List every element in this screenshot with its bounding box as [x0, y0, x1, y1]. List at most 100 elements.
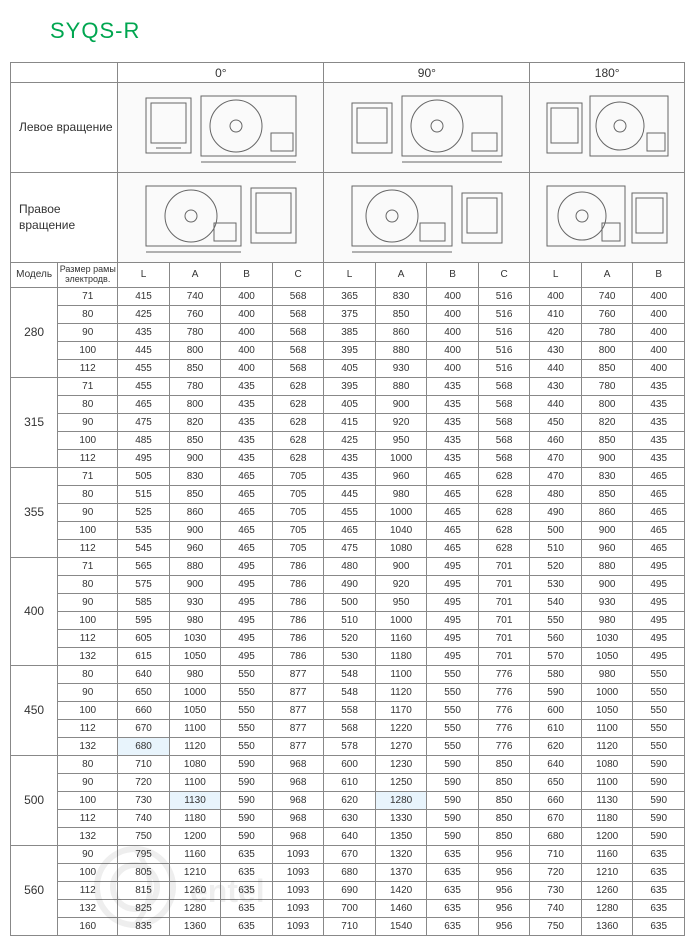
table-row: 1608351360635109371015406359567501360635 — [11, 917, 685, 935]
value-cell: 635 — [427, 917, 479, 935]
value-cell: 786 — [272, 611, 324, 629]
value-cell: 630 — [324, 809, 376, 827]
value-cell: 460 — [530, 431, 582, 449]
value-cell: 560 — [530, 629, 582, 647]
table-row: 1124959004356284351000435568470900435 — [11, 449, 685, 467]
value-cell: 445 — [324, 485, 376, 503]
dimensions-table: 0° 90° 180° Левое вращение — [10, 62, 685, 936]
value-cell: 400 — [633, 341, 685, 359]
frame-cell: 80 — [58, 575, 118, 593]
table-row: 100730113059096862012805908506601130590 — [11, 791, 685, 809]
value-cell: 650 — [530, 773, 582, 791]
value-cell: 550 — [530, 611, 582, 629]
col-B: B — [633, 263, 685, 288]
value-cell: 710 — [530, 845, 582, 863]
value-cell: 610 — [530, 719, 582, 737]
table-row: 100445800400568395880400516430800400 — [11, 341, 685, 359]
value-cell: 980 — [375, 485, 427, 503]
value-cell: 435 — [427, 413, 479, 431]
value-cell: 1000 — [375, 611, 427, 629]
value-cell: 495 — [427, 629, 479, 647]
value-cell: 490 — [530, 503, 582, 521]
value-cell: 830 — [169, 467, 221, 485]
value-cell: 590 — [633, 791, 685, 809]
value-cell: 740 — [169, 287, 221, 305]
value-cell: 1170 — [375, 701, 427, 719]
value-cell: 776 — [478, 665, 530, 683]
value-cell: 860 — [375, 323, 427, 341]
value-cell: 820 — [581, 413, 633, 431]
value-cell: 620 — [530, 737, 582, 755]
table-row: 80575900495786490920495701530900495 — [11, 575, 685, 593]
value-cell: 516 — [478, 305, 530, 323]
frame-cell: 71 — [58, 557, 118, 575]
value-cell: 475 — [118, 413, 170, 431]
value-cell: 495 — [633, 575, 685, 593]
value-cell: 495 — [221, 647, 273, 665]
value-cell: 600 — [324, 755, 376, 773]
value-cell: 760 — [169, 305, 221, 323]
value-cell: 628 — [478, 467, 530, 485]
value-cell: 605 — [118, 629, 170, 647]
frame-cell: 100 — [58, 701, 118, 719]
frame-cell: 90 — [58, 683, 118, 701]
value-cell: 500 — [530, 521, 582, 539]
value-cell: 415 — [324, 413, 376, 431]
table-row: 90650100055087754811205507765901000550 — [11, 683, 685, 701]
frame-cell: 71 — [58, 287, 118, 305]
value-cell: 1160 — [169, 845, 221, 863]
value-cell: 400 — [221, 359, 273, 377]
value-cell: 590 — [427, 773, 479, 791]
value-cell: 1250 — [375, 773, 427, 791]
value-cell: 750 — [118, 827, 170, 845]
value-cell: 1120 — [581, 737, 633, 755]
value-cell: 776 — [478, 683, 530, 701]
value-cell: 920 — [375, 575, 427, 593]
value-cell: 660 — [530, 791, 582, 809]
diagram-left-0 — [118, 83, 324, 173]
value-cell: 465 — [427, 485, 479, 503]
value-cell: 1180 — [169, 809, 221, 827]
value-cell: 900 — [375, 557, 427, 575]
value-cell: 830 — [581, 467, 633, 485]
table-row: 1125459604657054751080465628510960465 — [11, 539, 685, 557]
table-row: 112455850400568405930400516440850400 — [11, 359, 685, 377]
value-cell: 400 — [633, 323, 685, 341]
value-cell: 550 — [633, 719, 685, 737]
frame-cell: 112 — [58, 359, 118, 377]
value-cell: 1080 — [581, 755, 633, 773]
value-cell: 400 — [427, 287, 479, 305]
value-cell: 395 — [324, 377, 376, 395]
value-cell: 550 — [221, 719, 273, 737]
frame-cell: 100 — [58, 863, 118, 881]
value-cell: 620 — [324, 791, 376, 809]
value-cell: 1040 — [375, 521, 427, 539]
value-cell: 740 — [530, 899, 582, 917]
value-cell: 720 — [530, 863, 582, 881]
value-cell: 1050 — [169, 647, 221, 665]
value-cell: 705 — [272, 521, 324, 539]
frame-cell: 90 — [58, 323, 118, 341]
value-cell: 786 — [272, 629, 324, 647]
frame-cell: 100 — [58, 341, 118, 359]
value-cell: 960 — [169, 539, 221, 557]
value-cell: 540 — [530, 593, 582, 611]
value-cell: 628 — [272, 377, 324, 395]
value-cell: 495 — [633, 557, 685, 575]
value-cell: 365 — [324, 287, 376, 305]
value-cell: 395 — [324, 341, 376, 359]
value-cell: 568 — [272, 287, 324, 305]
value-cell: 585 — [118, 593, 170, 611]
value-cell: 701 — [478, 647, 530, 665]
value-cell: 701 — [478, 593, 530, 611]
value-cell: 628 — [478, 539, 530, 557]
value-cell: 930 — [169, 593, 221, 611]
value-cell: 660 — [118, 701, 170, 719]
value-cell: 700 — [324, 899, 376, 917]
value-cell: 590 — [221, 809, 273, 827]
value-cell: 1000 — [581, 683, 633, 701]
value-cell: 465 — [118, 395, 170, 413]
value-cell: 956 — [478, 917, 530, 935]
value-cell: 400 — [221, 341, 273, 359]
value-cell: 635 — [221, 899, 273, 917]
